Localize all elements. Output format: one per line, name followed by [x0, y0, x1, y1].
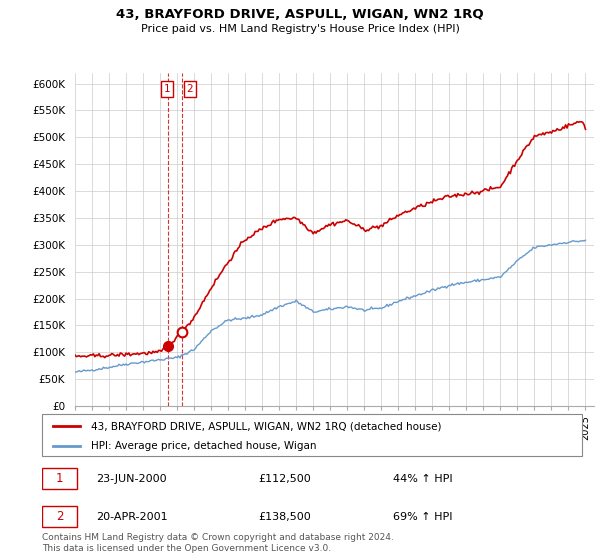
Text: 1: 1: [56, 472, 64, 486]
Text: 43, BRAYFORD DRIVE, ASPULL, WIGAN, WN2 1RQ: 43, BRAYFORD DRIVE, ASPULL, WIGAN, WN2 1…: [116, 8, 484, 21]
Text: HPI: Average price, detached house, Wigan: HPI: Average price, detached house, Wiga…: [91, 441, 316, 451]
Text: Contains HM Land Registry data © Crown copyright and database right 2024.
This d: Contains HM Land Registry data © Crown c…: [42, 533, 394, 553]
FancyBboxPatch shape: [42, 468, 77, 489]
Text: Price paid vs. HM Land Registry's House Price Index (HPI): Price paid vs. HM Land Registry's House …: [140, 24, 460, 34]
FancyBboxPatch shape: [42, 506, 77, 527]
Text: 43, BRAYFORD DRIVE, ASPULL, WIGAN, WN2 1RQ (detached house): 43, BRAYFORD DRIVE, ASPULL, WIGAN, WN2 1…: [91, 421, 441, 431]
Text: 20-APR-2001: 20-APR-2001: [96, 512, 167, 521]
FancyBboxPatch shape: [42, 414, 582, 456]
Text: £138,500: £138,500: [258, 512, 311, 521]
Text: £112,500: £112,500: [258, 474, 311, 484]
Text: 23-JUN-2000: 23-JUN-2000: [96, 474, 167, 484]
Text: 1: 1: [164, 84, 170, 94]
Text: 2: 2: [187, 84, 193, 94]
Text: 44% ↑ HPI: 44% ↑ HPI: [393, 474, 452, 484]
Text: 69% ↑ HPI: 69% ↑ HPI: [393, 512, 452, 521]
Text: 2: 2: [56, 510, 64, 523]
